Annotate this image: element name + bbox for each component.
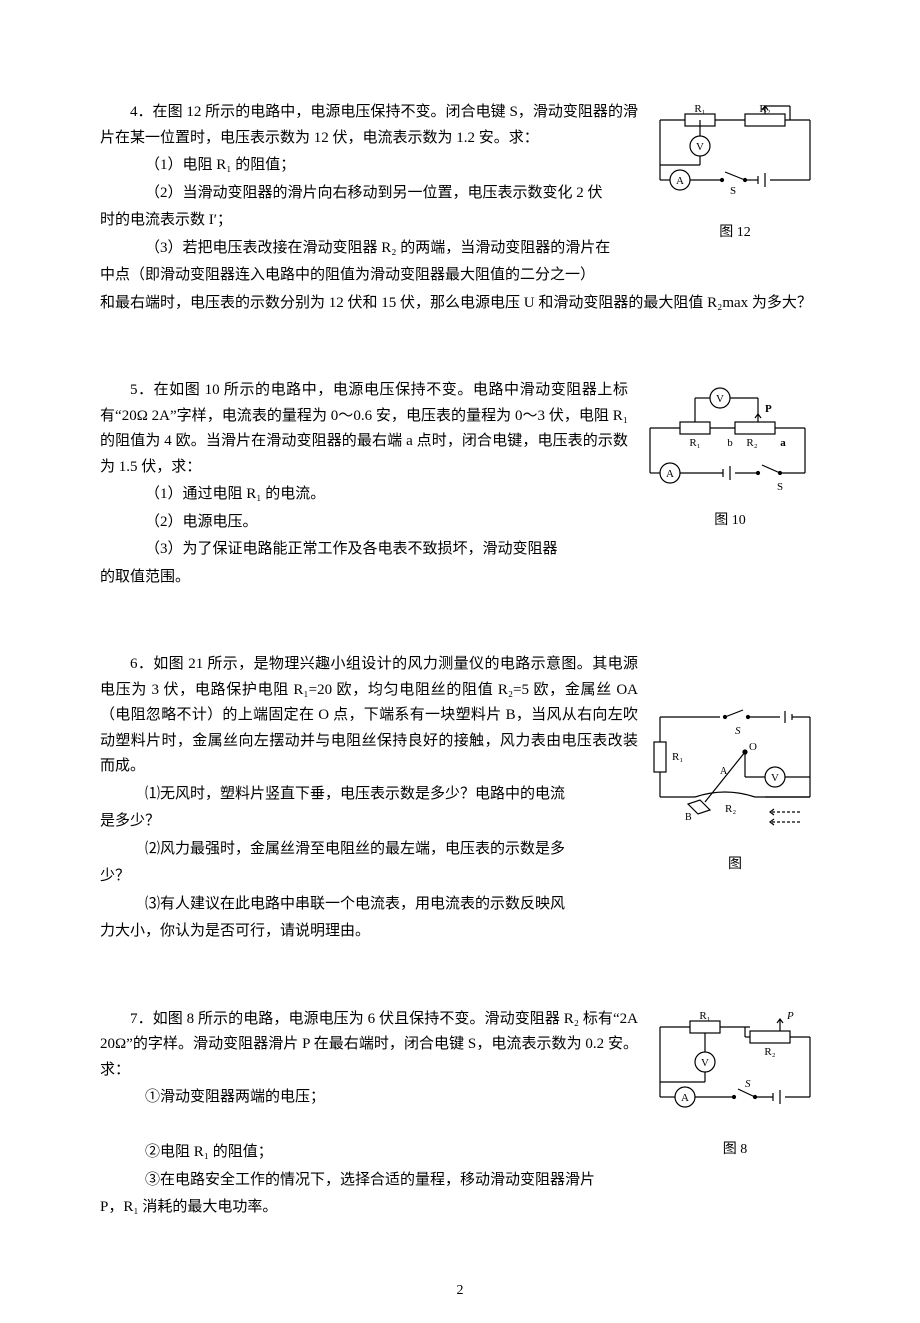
p5-sub3b: 的取值范围。 xyxy=(100,565,820,591)
circuit-10-svg: R₁ b R₂ a P V A S xyxy=(640,378,820,498)
figure-8: R₁ P R₂ V A S 图 8 xyxy=(650,1007,820,1162)
p4-sub3b: 中点（即滑动变阻器连入电路中的阻值为滑动变阻器最大阻值的二分之一） xyxy=(100,263,820,289)
label-v: V xyxy=(771,772,779,784)
problem-5: R₁ b R₂ a P V A S 图 10 5．在如图 10 所示的电路中，电… xyxy=(100,378,820,592)
label-p: P xyxy=(786,1010,794,1022)
label-v: V xyxy=(696,141,704,153)
label-b: B xyxy=(685,812,692,823)
p6-sub3b: 力大小，你认为是否可行，请说明理由。 xyxy=(100,919,820,945)
label-b: b xyxy=(727,437,733,449)
figure-21: S R₁ O A V B R₂ 图 xyxy=(650,702,820,877)
label-r1: R₁ xyxy=(689,437,700,449)
p6-sub3a: ⑶有人建议在此电路中串联一个电流表，用电流表的示数反映风 xyxy=(100,892,820,918)
problem-6: S R₁ O A V B R₂ 图 6．如图 21 所示，是物理兴趣小组设计的风… xyxy=(100,652,820,947)
page-number: 2 xyxy=(0,1279,920,1303)
label-v: V xyxy=(701,1057,709,1069)
label-r1: R₁ xyxy=(694,103,705,115)
label-a: A xyxy=(720,766,728,777)
p5-sub3a: （3）为了保证电路能正常工作及各电表不致损坏，滑动变阻器 xyxy=(100,537,820,563)
label-r2: R₂ xyxy=(725,803,736,815)
p7-sub3a: ③在电路安全工作的情况下，选择合适的量程，移动滑动变阻器滑片 xyxy=(100,1168,820,1194)
label-p: P xyxy=(765,403,772,415)
problem-7: R₁ P R₂ V A S 图 8 7．如图 8 所示的电路，电源电压为 6 伏… xyxy=(100,1007,820,1223)
figure-12: R₁ R₂ V A S 图 12 xyxy=(650,100,820,245)
circuit-8-svg: R₁ P R₂ V A S xyxy=(650,1007,820,1127)
label-o: O xyxy=(749,741,757,753)
figure-12-caption: 图 12 xyxy=(650,221,820,245)
label-v: V xyxy=(716,393,724,405)
label-r1: R₁ xyxy=(672,751,683,763)
figure-10: R₁ b R₂ a P V A S 图 10 xyxy=(640,378,820,533)
label-r2: R₂ xyxy=(746,437,757,449)
label-s: S xyxy=(745,1078,751,1090)
circuit-21-svg: S R₁ O A V B R₂ xyxy=(650,702,820,842)
figure-21-caption: 图 xyxy=(650,853,820,877)
p7-sub3b: P，R₁ 消耗的最大电功率。 xyxy=(100,1195,820,1221)
label-r1: R₁ xyxy=(699,1010,710,1022)
label-s: S xyxy=(730,185,736,197)
label-a: A xyxy=(676,175,684,187)
figure-10-caption: 图 10 xyxy=(640,509,820,533)
p4-sub3c: 和最右端时，电压表的示数分别为 12 伏和 15 伏，那么电源电压 U 和滑动变… xyxy=(100,291,820,317)
label-r2: R₂ xyxy=(764,1046,775,1058)
label-a: A xyxy=(666,468,674,480)
label-s: S xyxy=(777,481,783,493)
label-r2: R₂ xyxy=(759,103,770,115)
label-s: S xyxy=(735,725,741,737)
page: R₁ R₂ V A S 图 12 4．在图 12 所示的电路中，电源电压保持不变… xyxy=(0,0,920,1323)
label-a-pt: a xyxy=(780,437,786,449)
figure-8-caption: 图 8 xyxy=(650,1138,820,1162)
label-a: A xyxy=(681,1092,689,1104)
circuit-12-svg: R₁ R₂ V A S xyxy=(650,100,820,210)
problem-4: R₁ R₂ V A S 图 12 4．在图 12 所示的电路中，电源电压保持不变… xyxy=(100,100,820,318)
